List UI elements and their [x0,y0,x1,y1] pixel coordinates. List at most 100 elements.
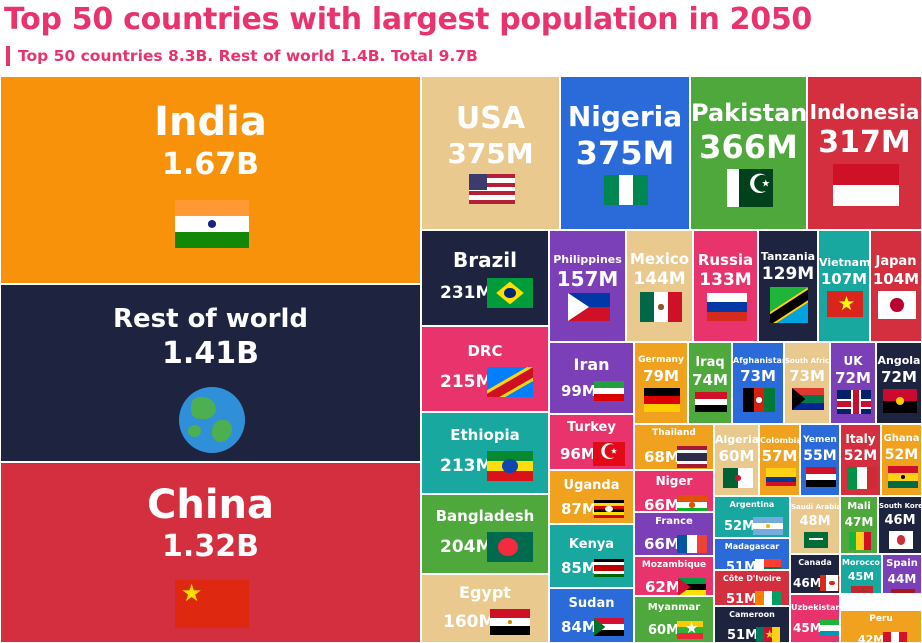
population-value: 51M [727,628,759,643]
flag-angola-icon [883,389,917,413]
population-value: 129M [761,264,815,284]
population-value: 72M [835,369,871,387]
country-name: Madagascar [724,542,780,551]
population-value: 160M [443,612,496,632]
flag-usa-icon [469,174,515,204]
country-name: Ghana [883,433,920,444]
country-name: Uganda [563,478,620,493]
flag-peru-icon [883,632,907,642]
flag-pakistan-icon: ☪ [727,169,773,207]
country-name: Philippines [553,253,622,266]
population-value: 144M [633,269,686,289]
country-name: Kenya [568,537,615,552]
flag-china-icon: ★ [175,580,249,628]
flag-mali-icon [849,532,871,550]
population-value: 45M [847,570,875,583]
population-value: 87M [561,500,597,518]
flag-egypt-icon [490,609,530,635]
country-name: Colombia [760,436,800,445]
country-name: Spain [886,558,918,569]
country-name: Côte D'Ivoire [722,574,782,583]
flag-ghana-icon [888,466,918,488]
flag-ethiopia-icon [487,451,533,481]
flag-myanmar-icon: ★ [677,621,703,639]
tile-south-korea: South Korea 46M [878,496,922,554]
flag-italy-icon [847,467,877,489]
tile-japan: Japan 104M [870,230,922,342]
tile-nigeria: Nigeria 375M [560,76,690,230]
country-name: Algeria [715,433,759,446]
country-name: Morocco [842,558,880,567]
tile-indonesia: Indonesia 317M [807,76,922,230]
population-value: 46M [884,513,916,528]
population-value: 72M [881,368,917,386]
flag-france-icon [677,535,707,553]
tile-india: India 1.67B [0,76,421,284]
flag-niger-icon [677,495,707,511]
tile-ghana: Ghana 52M [881,424,922,496]
population-value: 52M [843,448,878,464]
population-value: 60M [718,447,755,465]
tile-mali: Mali 47M [840,496,878,554]
country-name: Mexico [629,250,690,268]
country-name: UK [843,354,863,368]
population-value: 99M [561,382,597,400]
flag-russia-icon [707,293,747,321]
population-value: 52M [724,519,756,534]
flag-canada-icon [820,575,839,591]
country-name: Vietnam [819,256,870,269]
tile-iran: Iran 99M [549,342,634,414]
flag-algeria-icon [723,468,753,488]
tile-kenya: Kenya 85M [549,524,634,588]
population-value: 213M [440,456,493,476]
population-value: 215M [440,372,493,392]
country-name: France [655,516,693,527]
tile-russia: Russia 133M [693,230,758,342]
population-value: 62M [645,578,681,596]
flag-uzbekistan-icon [820,620,839,636]
population-value: 57M [761,447,798,465]
country-name: Brazil [453,248,517,272]
country-name: Saudi Arabia [791,503,840,511]
tile-usa: USA 375M [421,76,560,230]
tile-china: China 1.32B ★ [0,462,421,643]
tile-tanzania: Tanzania 129M [758,230,818,342]
country-name: Bangladesh [435,507,535,525]
population-value: 1.41B [162,336,259,371]
country-name: Angola [877,354,921,367]
tile-brazil: Brazil 231M [421,230,549,326]
population-value: 85M [561,559,597,577]
population-value: 68M [644,448,680,466]
country-name: Yemen [803,435,837,445]
population-value: 375M [447,137,534,170]
population-value: 51M [726,560,758,570]
population-value: 55M [803,448,837,464]
population-value: 157M [556,267,619,291]
tile-saudi-arabia: Saudi Arabia 48M [790,496,840,554]
flag-sudan-icon [594,618,624,636]
tile-uzbekistan: Uzbekistan 45M [790,594,840,643]
population-value: 51M [726,592,758,606]
country-name: Pakistan [691,99,807,127]
tile-philippines: Philippines 157M [549,230,626,342]
population-value: 46M [793,576,822,590]
population-value: 1.32B [162,529,259,564]
tile-algeria: Algeria 60M [714,424,759,496]
population-value: 107M [820,270,868,288]
flag-nigeria-icon [604,175,648,205]
country-name: Mali [847,501,871,512]
tile-mexico: Mexico 144M [626,230,693,342]
country-name: China [146,482,274,528]
tile-mozambique: Mozambique 62M [634,556,714,596]
tile-pakistan: Pakistan 366M ☪ [690,76,807,230]
population-value: 73M [740,367,776,385]
flag-morocco-icon: ☆ [851,586,873,593]
flag-tanzania-icon [770,287,808,323]
country-name: India [154,99,267,145]
tile-germany: Germany 79M [634,342,688,424]
population-value: 66M [644,535,680,553]
tile-spain: Spain 44M [882,554,922,594]
population-value: 42M [858,633,885,643]
tile-rest-of-world: Rest of world 1.41B [0,284,421,462]
tile-canada: Canada 46M [790,554,840,594]
